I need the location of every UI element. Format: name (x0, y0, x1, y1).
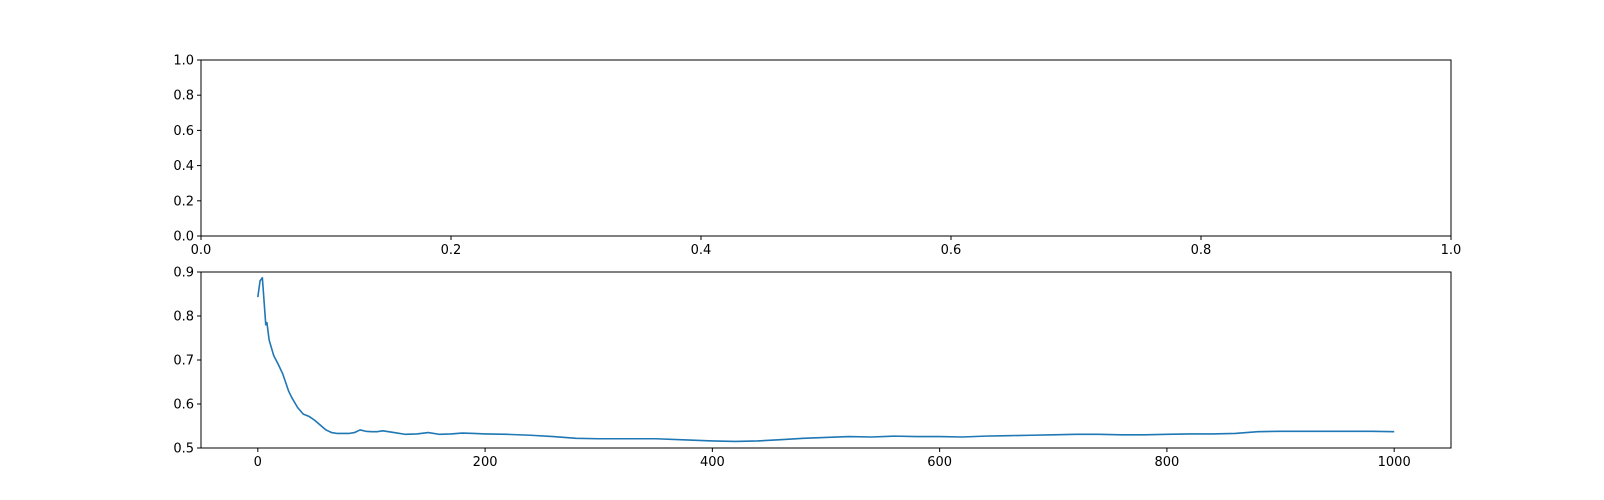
x-tick-label: 1.0 (1441, 243, 1462, 258)
x-tick-label: 0.8 (1191, 243, 1212, 258)
y-tick-label: 0.0 (173, 230, 194, 245)
y-tick-label: 0.4 (173, 159, 194, 174)
x-tick-label: 1000 (1378, 455, 1411, 470)
x-tick-label: 800 (1154, 455, 1179, 470)
y-tick-label: 0.9 (173, 266, 194, 281)
axes-bottom-x-ticks: 0 200 400 600 800 1000 (254, 448, 1411, 470)
axes-top-y-ticks: 0.0 0.2 0.4 0.6 0.8 1.0 (173, 54, 201, 245)
x-tick-label: 400 (700, 455, 725, 470)
axes-bottom-frame (200, 271, 1452, 449)
axes-bottom-y-ticks: 0.5 0.6 0.7 0.8 0.9 (173, 266, 201, 457)
y-tick-label: 0.8 (173, 89, 194, 104)
x-tick-label: 0.6 (941, 243, 962, 258)
axes-bottom: 0.5 0.6 0.7 0.8 0.9 0 200 400 600 800 1000 (173, 266, 1452, 470)
x-tick-label: 0.0 (191, 243, 212, 258)
axes-top-frame (200, 59, 1452, 237)
x-tick-label: 0 (254, 455, 262, 470)
x-tick-label: 0.2 (441, 243, 462, 258)
y-tick-label: 0.6 (173, 398, 194, 413)
y-tick-label: 1.0 (173, 54, 194, 69)
series-line (257, 276, 1395, 443)
x-tick-label: 200 (473, 455, 498, 470)
y-tick-label: 0.6 (173, 124, 194, 139)
y-tick-label: 0.2 (173, 194, 194, 209)
x-tick-label: 600 (927, 455, 952, 470)
y-tick-label: 0.7 (173, 354, 194, 369)
y-tick-label: 0.5 (173, 442, 194, 457)
y-tick-label: 0.8 (173, 310, 194, 325)
x-tick-label: 0.4 (691, 243, 712, 258)
axes-top: 0.0 0.2 0.4 0.6 0.8 1.0 0.0 0.2 0.4 0.6 0.8 1.0 (173, 54, 1461, 259)
axes-top-x-ticks: 0.0 0.2 0.4 0.6 0.8 1.0 (191, 236, 1462, 258)
